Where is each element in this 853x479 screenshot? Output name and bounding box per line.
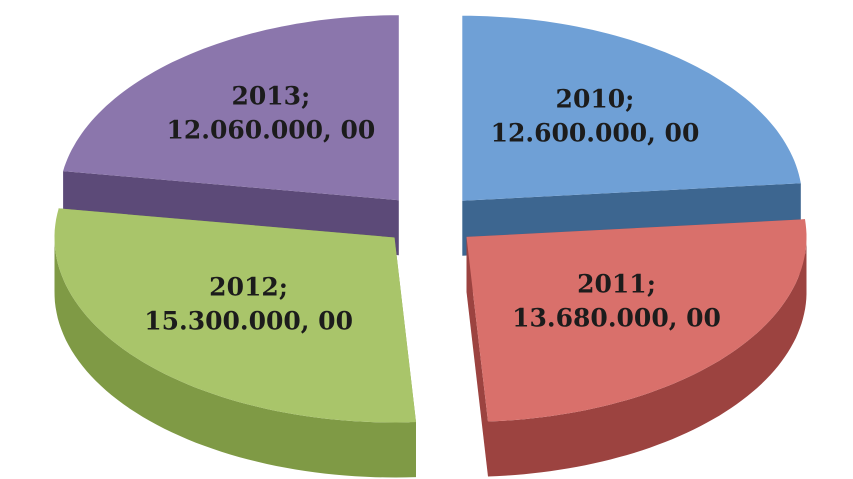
label-value: 12.060.000, 00 bbox=[166, 116, 375, 145]
data-label: 2010; 12.600.000, 00 bbox=[491, 84, 700, 147]
label-category: 2012 bbox=[209, 273, 279, 302]
label-value: 15.300.000, 00 bbox=[144, 307, 353, 336]
label-category: 2013 bbox=[231, 82, 301, 111]
label-category: 2011 bbox=[577, 270, 647, 299]
slice-side-wall bbox=[54, 235, 416, 478]
slice bbox=[54, 208, 416, 423]
label-separator: ; bbox=[647, 270, 656, 299]
slice bbox=[63, 15, 399, 201]
data-label: 2013; 12.060.000, 00 bbox=[166, 82, 375, 145]
data-label: 2011; 13.680.000, 00 bbox=[512, 270, 721, 333]
slice bbox=[466, 219, 807, 477]
label-category: 2010 bbox=[556, 84, 626, 113]
slice-edge-wall bbox=[466, 236, 488, 477]
slice bbox=[466, 219, 807, 422]
slice bbox=[462, 15, 801, 201]
slice bbox=[54, 208, 416, 478]
label-separator: ; bbox=[625, 84, 634, 113]
data-label: 2012; 15.300.000, 00 bbox=[144, 273, 353, 336]
label-value: 12.600.000, 00 bbox=[491, 118, 700, 147]
label-separator: ; bbox=[279, 273, 288, 302]
label-separator: ; bbox=[301, 82, 310, 111]
slice-side-wall bbox=[488, 234, 807, 477]
label-value: 13.680.000, 00 bbox=[512, 304, 721, 333]
